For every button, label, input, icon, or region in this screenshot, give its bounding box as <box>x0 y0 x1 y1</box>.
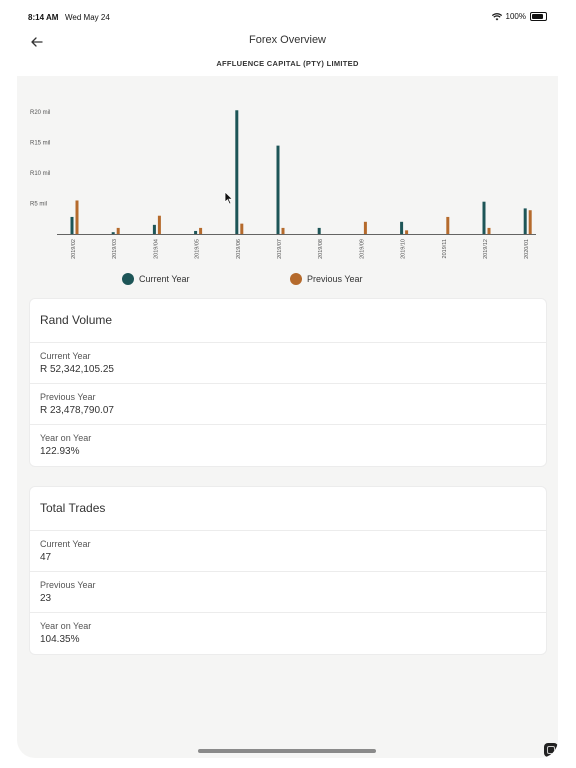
bar-current-2019-08[interactable] <box>317 227 321 234</box>
screenshot-icon[interactable] <box>544 743 558 757</box>
x-tick-label: 2019/03 <box>112 239 118 259</box>
row-label: Previous Year <box>40 580 96 590</box>
bar-previous-2019-03[interactable] <box>116 227 120 234</box>
bar-previous-2019-06[interactable] <box>240 223 244 234</box>
rand-volume-current-row: Current Year R 52,342,105.25 <box>30 343 546 384</box>
chart-legend: Current Year Previous Year <box>17 273 558 289</box>
app-window: 8:14 AM Wed May 24 100% Forex Overview A… <box>17 10 558 758</box>
bar-current-2019-05[interactable] <box>194 230 198 234</box>
row-value: 47 <box>40 552 52 563</box>
x-tick-label: 2019/09 <box>359 239 365 259</box>
home-indicator[interactable] <box>198 749 376 753</box>
bar-current-2019-02[interactable] <box>70 216 74 234</box>
total-trades-yoy-row: Year on Year 104.35% <box>30 613 546 654</box>
legend-previous-swatch <box>290 273 302 285</box>
y-tick-label: R15 mil <box>30 141 50 147</box>
legend-previous-label: Previous Year <box>307 274 363 284</box>
row-label: Previous Year <box>40 392 96 402</box>
page-title: Forex Overview <box>248 34 327 46</box>
x-tick-label: 2019/11 <box>442 239 448 258</box>
back-arrow-icon <box>31 37 43 47</box>
total-trades-current-row: Current Year 47 <box>30 531 546 572</box>
x-tick-label: 2019/06 <box>236 239 242 259</box>
mouse-cursor-icon <box>224 191 234 205</box>
bar-current-2020-01[interactable] <box>523 208 527 234</box>
y-tick-label: R20 mil <box>30 110 50 116</box>
bar-current-2019-10[interactable] <box>400 221 404 234</box>
bar-current-2019-04[interactable] <box>152 224 156 234</box>
main-content: R5 mil R10 mil R15 mil R20 mil 2019/02 2019/0… <box>17 76 558 758</box>
y-tick-label: R5 mil <box>30 202 47 208</box>
x-tick-label: 2019/08 <box>318 239 324 259</box>
bar-previous-2019-10[interactable] <box>405 230 409 234</box>
status-date: Wed May 24 <box>65 13 110 22</box>
legend-previous[interactable]: Previous Year <box>290 273 363 285</box>
x-tick-label: 2019/02 <box>71 239 77 259</box>
bar-current-2019-06[interactable] <box>235 110 239 234</box>
x-tick-label: 2019/12 <box>483 239 489 259</box>
rand-volume-yoy-row: Year on Year 122.93% <box>30 425 546 466</box>
back-button[interactable] <box>27 34 47 50</box>
x-tick-label: 2019/05 <box>195 239 201 259</box>
bar-previous-2019-04[interactable] <box>157 215 161 234</box>
forex-bar-chart: R5 mil R10 mil R15 mil R20 mil 2019/02 2019/0… <box>30 110 536 259</box>
row-value: R 52,342,105.25 <box>40 364 114 375</box>
status-bar: 8:14 AM Wed May 24 100% <box>17 10 558 26</box>
y-tick-label: R10 mil <box>30 171 50 177</box>
status-time: 8:14 AM <box>28 13 59 22</box>
rand-volume-card: Rand Volume Current Year R 52,342,105.25… <box>29 298 547 467</box>
bar-previous-2019-11[interactable] <box>446 216 450 234</box>
legend-current-label: Current Year <box>139 274 190 284</box>
bar-current-2019-07[interactable] <box>276 145 280 234</box>
bar-previous-2020-01[interactable] <box>528 210 532 234</box>
x-tick-label: 2019/07 <box>277 239 283 259</box>
total-trades-title: Total Trades <box>30 487 546 531</box>
bar-previous-2019-09[interactable] <box>363 221 367 234</box>
rand-volume-previous-row: Previous Year R 23,478,790.07 <box>30 384 546 425</box>
legend-current[interactable]: Current Year <box>122 273 190 285</box>
status-right: 100% <box>491 12 547 21</box>
legend-current-swatch <box>122 273 134 285</box>
battery-percent: 100% <box>505 12 526 21</box>
row-value: R 23,478,790.07 <box>40 405 114 416</box>
bar-current-2019-03[interactable] <box>111 232 115 234</box>
total-trades-card: Total Trades Current Year 47 Previous Ye… <box>29 486 547 655</box>
bar-previous-2019-02[interactable] <box>75 200 79 234</box>
row-label: Current Year <box>40 539 91 549</box>
bar-previous-2019-05[interactable] <box>199 227 203 234</box>
x-tick-label: 2019/04 <box>153 239 159 259</box>
row-value: 122.93% <box>40 446 80 457</box>
total-trades-previous-row: Previous Year 23 <box>30 572 546 613</box>
bar-previous-2019-12[interactable] <box>487 227 491 234</box>
x-tick-label: 2020/01 <box>524 239 530 259</box>
x-tick-label: 2019/10 <box>401 239 407 259</box>
row-label: Year on Year <box>40 621 92 631</box>
wifi-icon <box>491 12 502 20</box>
row-label: Year on Year <box>40 433 92 443</box>
bar-previous-2019-07[interactable] <box>281 227 285 234</box>
battery-icon <box>530 12 547 21</box>
bar-current-2019-12[interactable] <box>482 201 486 234</box>
row-label: Current Year <box>40 351 91 361</box>
top-header: Forex Overview AFFLUENCE CAPITAL (PTY) L… <box>17 26 558 76</box>
rand-volume-title: Rand Volume <box>30 299 546 343</box>
company-name: AFFLUENCE CAPITAL (PTY) LIMITED <box>216 59 359 68</box>
row-value: 104.35% <box>40 634 80 645</box>
row-value: 23 <box>40 593 52 604</box>
